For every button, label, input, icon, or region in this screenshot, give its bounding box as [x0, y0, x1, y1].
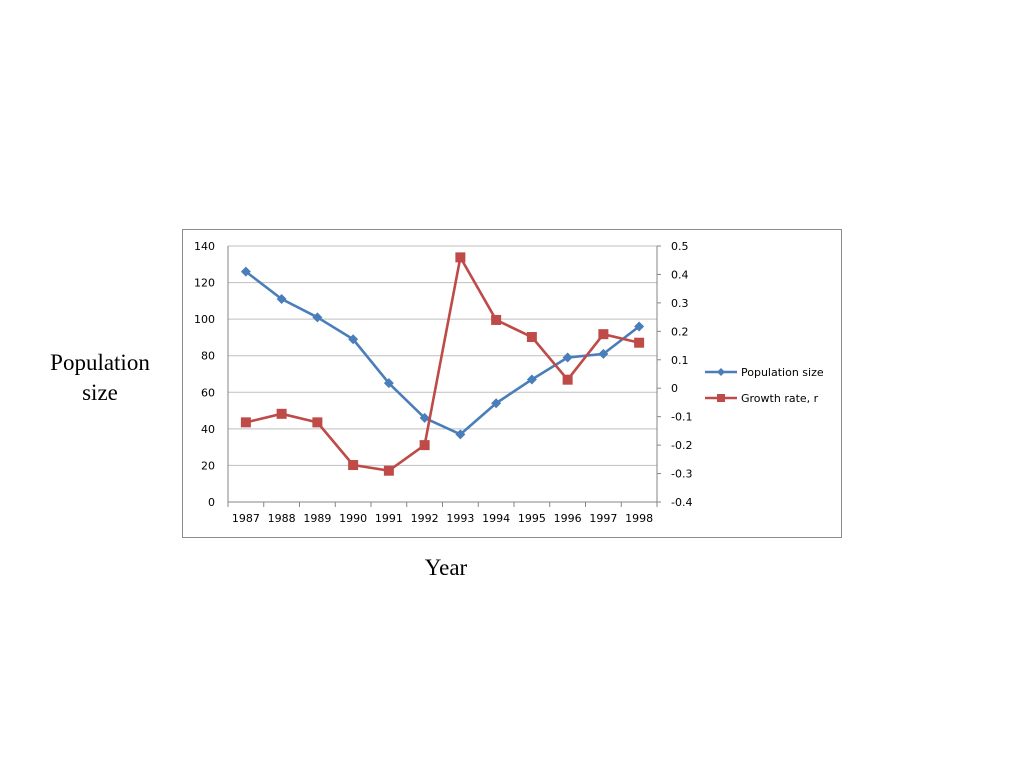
y-left-tick-label: 40 — [201, 423, 215, 436]
data-point-population — [419, 412, 430, 423]
data-point-growth-rate — [276, 408, 287, 419]
x-tick-label: 1991 — [375, 512, 403, 525]
data-point-population — [562, 352, 573, 363]
y-left-tick-label: 120 — [194, 277, 215, 290]
data-point-growth-rate — [455, 252, 466, 263]
series-group — [240, 252, 645, 476]
data-point-growth-rate — [491, 314, 502, 325]
y-left-tick-label: 80 — [201, 350, 215, 363]
y-left-tick-label: 20 — [201, 459, 215, 472]
y-right-tick-label: 0.2 — [671, 325, 689, 338]
data-point-population — [634, 321, 645, 332]
y-axis-title: Population size — [50, 350, 150, 405]
legend-marker-square — [717, 394, 725, 402]
x-tick-label: 1997 — [589, 512, 617, 525]
x-tick-label: 1995 — [518, 512, 546, 525]
x-axis-title: Year — [424, 555, 468, 580]
data-point-population — [383, 378, 394, 389]
x-tick-label: 1987 — [232, 512, 260, 525]
data-point-population — [491, 398, 502, 409]
y-right-tick-label: 0.5 — [671, 240, 689, 253]
x-tick-label: 1989 — [303, 512, 331, 525]
x-tick-label: 1994 — [482, 512, 510, 525]
gridlines — [228, 245, 657, 503]
x-tick-label: 1990 — [339, 512, 367, 525]
series-line-1 — [245, 256, 640, 473]
y-right-tick-label: 0 — [671, 382, 678, 395]
axes: 0 20 40 60 80 100 120 140 -0.4 -0.3 -0.2 -0.1 0 0.1 0.… — [194, 240, 692, 525]
y-left-tick-label: 0 — [208, 496, 215, 509]
x-tick-label: 1998 — [625, 512, 653, 525]
data-point-population — [240, 266, 251, 277]
y-right-tick-label: -0.1 — [671, 411, 692, 424]
y-left-tick-label: 140 — [194, 240, 215, 253]
x-tick-label: 1993 — [446, 512, 474, 525]
data-point-population — [598, 348, 609, 359]
y-right-tick-label: 0.3 — [671, 297, 689, 310]
x-tick-label: 1988 — [268, 512, 296, 525]
series-line-0 — [245, 270, 640, 436]
y-right-tick-label: 0.4 — [671, 268, 689, 281]
data-point-population — [455, 429, 466, 440]
data-point-growth-rate — [634, 337, 645, 348]
data-point-growth-rate — [240, 417, 251, 428]
legend-label: Population size — [741, 366, 824, 379]
data-point-population — [348, 334, 359, 345]
data-point-population — [526, 374, 537, 385]
data-point-growth-rate — [348, 460, 359, 471]
legend: Population size Growth rate, r — [705, 366, 824, 405]
y-left-tick-label: 100 — [194, 313, 215, 326]
y-right-tick-label: -0.2 — [671, 439, 692, 452]
chart-svg: 0 20 40 60 80 100 120 140 -0.4 -0.3 -0.2 -0.1 0 0.1 0.… — [194, 240, 824, 525]
data-point-growth-rate — [526, 332, 537, 343]
chart-area: 0 20 40 60 80 100 120 140 -0.4 -0.3 -0.2 -0.1 0 0.1 0.… — [182, 229, 842, 538]
y-right-tick-label: -0.4 — [671, 496, 692, 509]
legend-label: Growth rate, r — [741, 392, 819, 405]
data-point-growth-rate — [562, 374, 573, 385]
x-tick-label: 1992 — [411, 512, 439, 525]
y-right-tick-label: 0.1 — [671, 354, 689, 367]
data-point-growth-rate — [598, 329, 609, 340]
data-point-growth-rate — [383, 465, 394, 476]
data-point-population — [312, 312, 323, 323]
y-right-tick-label: -0.3 — [671, 468, 692, 481]
x-tick-label: 1996 — [554, 512, 582, 525]
data-point-growth-rate — [312, 417, 323, 428]
data-point-growth-rate — [419, 440, 430, 451]
data-point-population — [276, 294, 287, 305]
y-left-tick-label: 60 — [201, 386, 215, 399]
legend-marker-diamond — [717, 368, 725, 376]
